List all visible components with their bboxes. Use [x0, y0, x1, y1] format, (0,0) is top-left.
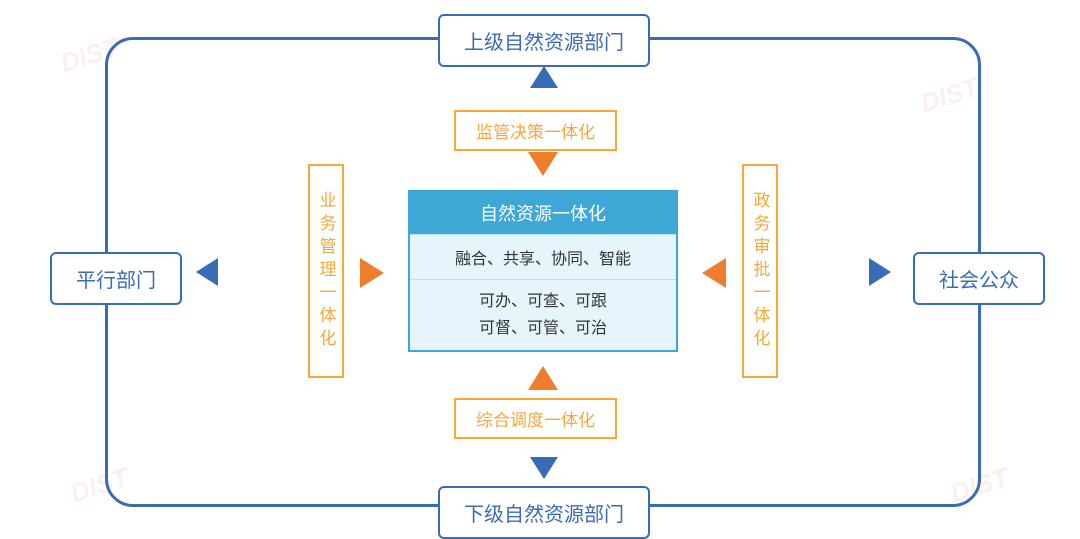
- arrow-orange-left-icon: [702, 258, 726, 288]
- diagram-canvas: DIST DIST DIST DIST 上级自然资源部门 下级自然资源部门 平行…: [0, 0, 1080, 539]
- node-left: 平行部门: [50, 252, 182, 305]
- node-right: 社会公众: [913, 252, 1045, 305]
- node-orange-bottom: 综合调度一体化: [454, 398, 617, 439]
- center-row-1: 融合、共享、协同、智能: [410, 234, 676, 279]
- arrow-blue-up-icon: [530, 66, 558, 88]
- node-orange-top: 监管决策一体化: [454, 110, 617, 151]
- center-row-2b: 可督、可管、可治: [410, 315, 676, 342]
- arrow-blue-right-icon: [869, 258, 891, 286]
- node-bottom: 下级自然资源部门: [438, 486, 650, 539]
- arrow-blue-down-icon: [530, 457, 558, 479]
- node-orange-left: 业务管理一体化: [308, 164, 344, 378]
- arrow-orange-right-icon: [360, 258, 384, 288]
- center-row-2: 可办、可查、可跟 可督、可管、可治: [410, 279, 676, 350]
- center-panel: 自然资源一体化 融合、共享、协同、智能 可办、可查、可跟 可督、可管、可治: [408, 190, 678, 352]
- arrow-orange-up-icon: [528, 366, 558, 390]
- arrow-blue-left-icon: [196, 258, 218, 286]
- arrow-orange-down-icon: [528, 152, 558, 176]
- node-top: 上级自然资源部门: [438, 14, 650, 67]
- center-header: 自然资源一体化: [410, 192, 676, 234]
- center-row-2a: 可办、可查、可跟: [410, 288, 676, 315]
- node-orange-right: 政务审批一体化: [742, 164, 778, 378]
